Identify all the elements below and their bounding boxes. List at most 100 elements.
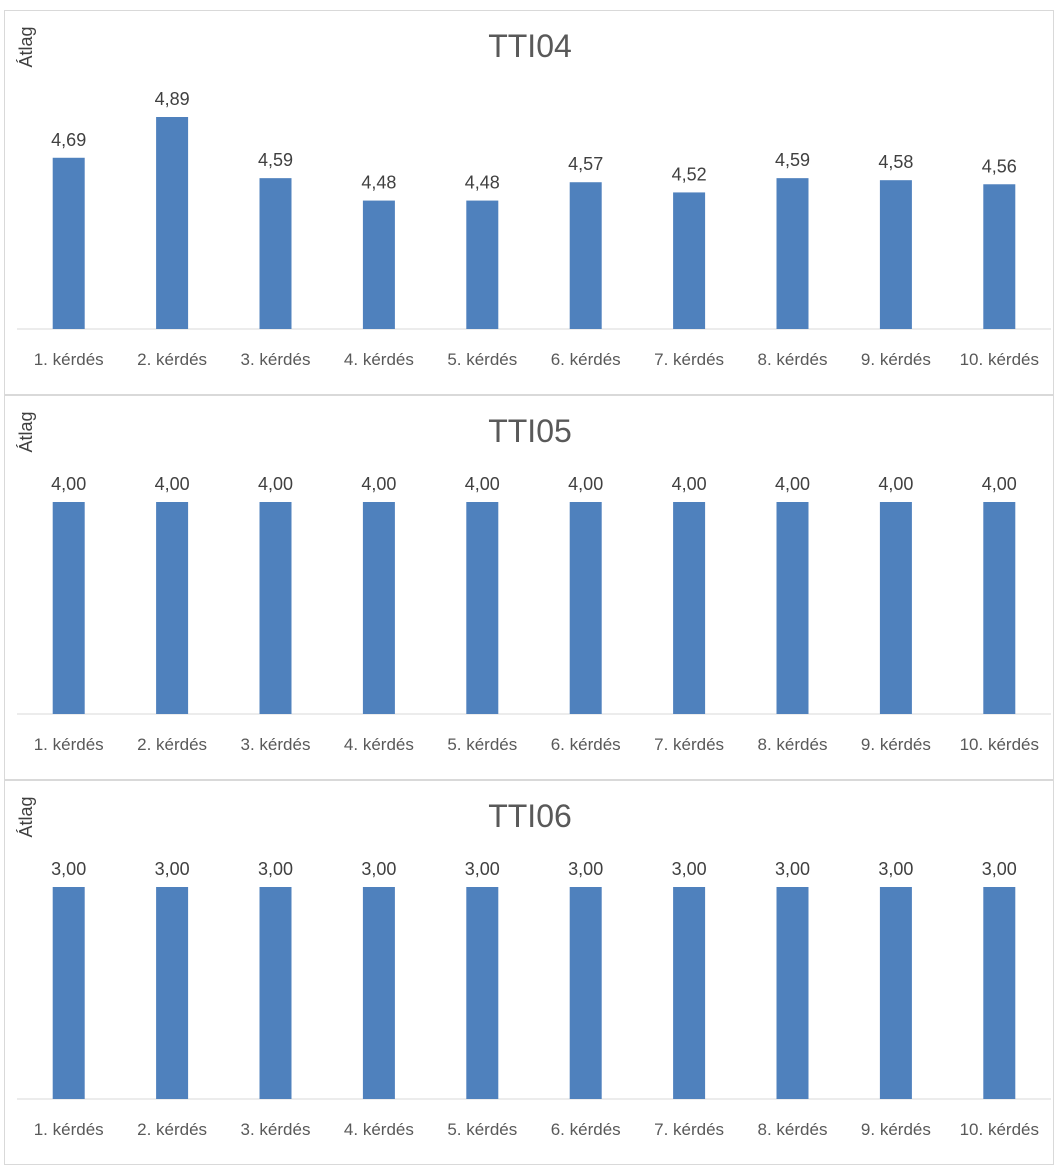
bar: [156, 502, 189, 714]
data-label: 4,59: [258, 150, 293, 170]
x-tick-label: 1. kérdés: [34, 350, 104, 369]
y-axis-label: Átlag: [16, 26, 36, 67]
x-tick-label: 8. kérdés: [758, 350, 828, 369]
x-tick-label: 10. kérdés: [960, 1120, 1039, 1139]
x-tick-label: 10. kérdés: [960, 735, 1039, 754]
bar: [776, 887, 809, 1099]
data-label: 3,00: [465, 859, 500, 879]
chart-panel-2: TTI05 Átlag 4,00 1. kérdés 4,00 2. kérdés 4,00…: [4, 395, 1054, 780]
chart-svg-3: TTI06 Átlag 3,00 1. kérdés 3,00 2. kérdés 3,00…: [16, 796, 1051, 1139]
bar: [569, 502, 602, 714]
data-label: 3,00: [878, 859, 913, 879]
bar: [362, 502, 395, 714]
x-tick-label: 3. kérdés: [241, 350, 311, 369]
data-label: 3,00: [568, 859, 603, 879]
bar: [879, 887, 912, 1099]
y-axis-label: Átlag: [16, 411, 36, 452]
data-label: 3,00: [51, 859, 86, 879]
data-label: 4,00: [672, 474, 707, 494]
chart-title: TTI05: [488, 413, 572, 449]
bar: [569, 887, 602, 1099]
chart-panel-1: TTI04 Átlag 4,69 1. kérdés 4,89 2. kérdés 4,59…: [4, 10, 1054, 395]
data-label: 3,00: [361, 859, 396, 879]
data-label: 4,00: [775, 474, 810, 494]
bar: [259, 887, 292, 1099]
bar: [673, 192, 706, 329]
bar: [362, 200, 395, 329]
x-tick-label: 4. kérdés: [344, 350, 414, 369]
x-tick-label: 5. kérdés: [447, 1120, 517, 1139]
bar: [776, 178, 809, 329]
bar: [569, 182, 602, 329]
x-tick-label: 5. kérdés: [447, 350, 517, 369]
x-tick-label: 2. kérdés: [137, 1120, 207, 1139]
data-label: 4,69: [51, 130, 86, 150]
data-label: 4,52: [672, 164, 707, 184]
data-label: 4,00: [568, 474, 603, 494]
x-tick-label: 8. kérdés: [758, 1120, 828, 1139]
bar: [879, 180, 912, 329]
data-label: 4,00: [982, 474, 1017, 494]
data-label: 4,58: [878, 152, 913, 172]
bar: [156, 117, 189, 329]
x-tick-label: 2. kérdés: [137, 350, 207, 369]
bar: [259, 178, 292, 329]
bar: [983, 887, 1016, 1099]
data-label: 4,59: [775, 150, 810, 170]
data-label: 4,00: [51, 474, 86, 494]
x-tick-label: 6. kérdés: [551, 735, 621, 754]
data-label: 3,00: [982, 859, 1017, 879]
x-tick-label: 1. kérdés: [34, 1120, 104, 1139]
data-label: 4,00: [361, 474, 396, 494]
bar: [259, 502, 292, 714]
chart-svg-2: TTI05 Átlag 4,00 1. kérdés 4,00 2. kérdés 4,00…: [16, 411, 1051, 754]
bar: [983, 184, 1016, 329]
y-axis-label: Átlag: [16, 796, 36, 837]
x-tick-label: 4. kérdés: [344, 735, 414, 754]
data-label: 4,89: [155, 89, 190, 109]
x-tick-label: 6. kérdés: [551, 350, 621, 369]
x-tick-label: 9. kérdés: [861, 350, 931, 369]
bar: [362, 887, 395, 1099]
bar: [466, 887, 499, 1099]
bar: [879, 502, 912, 714]
x-tick-label: 1. kérdés: [34, 735, 104, 754]
x-tick-label: 9. kérdés: [861, 1120, 931, 1139]
bar: [673, 502, 706, 714]
x-tick-label: 8. kérdés: [758, 735, 828, 754]
x-tick-label: 4. kérdés: [344, 1120, 414, 1139]
x-tick-label: 7. kérdés: [654, 1120, 724, 1139]
data-label: 4,00: [465, 474, 500, 494]
data-label: 4,48: [465, 173, 500, 193]
data-label: 3,00: [672, 859, 707, 879]
bar: [776, 502, 809, 714]
bar: [52, 887, 85, 1099]
chart-title: TTI06: [488, 798, 572, 834]
bar: [52, 502, 85, 714]
x-tick-label: 3. kérdés: [241, 1120, 311, 1139]
data-label: 4,00: [258, 474, 293, 494]
x-tick-label: 6. kérdés: [551, 1120, 621, 1139]
bar: [466, 200, 499, 329]
bar: [156, 887, 189, 1099]
chart-title: TTI04: [488, 28, 572, 64]
x-tick-label: 7. kérdés: [654, 735, 724, 754]
chart-panel-3: TTI06 Átlag 3,00 1. kérdés 3,00 2. kérdés 3,00…: [4, 780, 1054, 1165]
x-tick-label: 2. kérdés: [137, 735, 207, 754]
data-label: 4,56: [982, 156, 1017, 176]
x-tick-label: 10. kérdés: [960, 350, 1039, 369]
data-label: 3,00: [775, 859, 810, 879]
bar: [466, 502, 499, 714]
data-label: 4,57: [568, 154, 603, 174]
x-tick-label: 9. kérdés: [861, 735, 931, 754]
data-label: 4,48: [361, 173, 396, 193]
data-label: 3,00: [155, 859, 190, 879]
bar: [673, 887, 706, 1099]
data-label: 3,00: [258, 859, 293, 879]
data-label: 4,00: [155, 474, 190, 494]
x-tick-label: 5. kérdés: [447, 735, 517, 754]
bar: [983, 502, 1016, 714]
chart-svg-1: TTI04 Átlag 4,69 1. kérdés 4,89 2. kérdés 4,59…: [16, 26, 1051, 369]
x-tick-label: 7. kérdés: [654, 350, 724, 369]
data-label: 4,00: [878, 474, 913, 494]
